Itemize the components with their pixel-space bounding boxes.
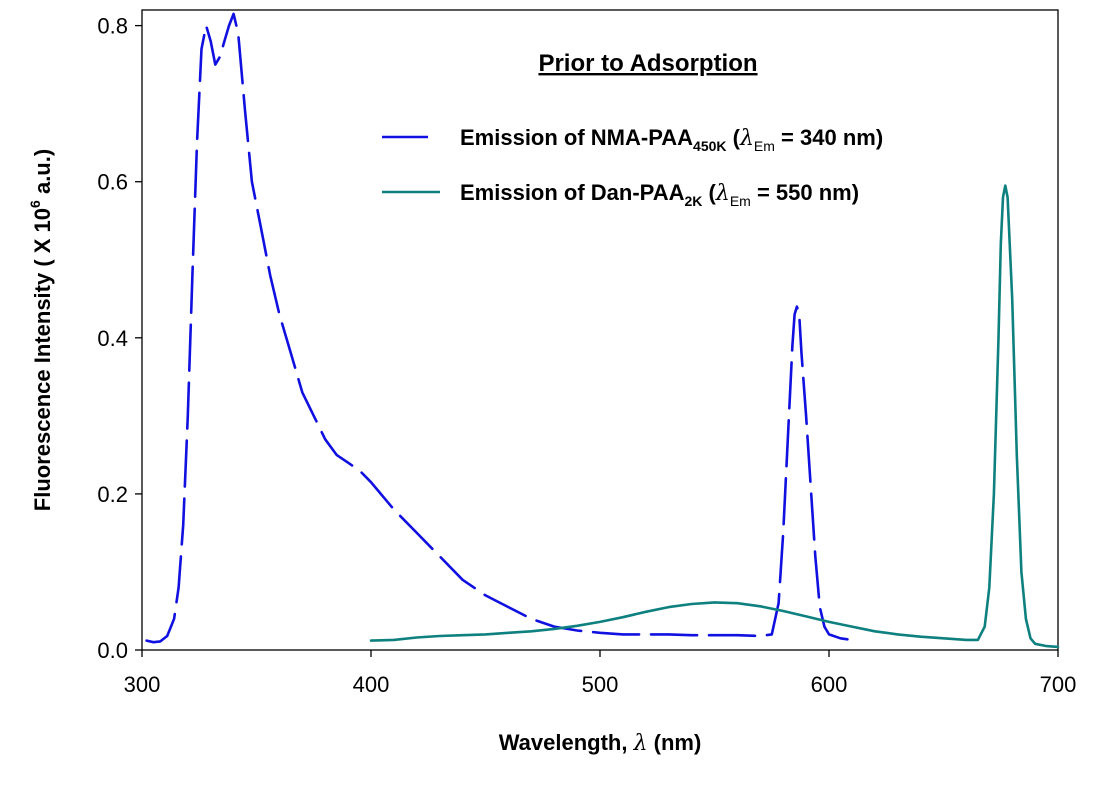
x-axis-title-lambda: λ — [633, 731, 648, 756]
y-axis-title-end: a.u.) — [30, 149, 55, 200]
plot-frame — [141, 9, 1059, 651]
legend-1-middle: ( — [727, 125, 741, 150]
y-axis-title: Fluorescence Intensity ( X 106 a.u.) — [27, 149, 55, 511]
y-tick-label: 0.2 — [97, 482, 128, 507]
y-axis: 0.0 0.2 0.4 0.6 0.8 — [97, 14, 142, 663]
legend-2-symbol: λ — [715, 181, 730, 206]
legend-label-2: Emission of Dan-PAA2K (λEm = 550 nm) — [460, 180, 859, 209]
legend-1-suffix: = 340 nm) — [775, 125, 883, 150]
legend-2-prefix: Emission of Dan-PAA — [460, 180, 685, 205]
legend-1-prefix: Emission of NMA-PAA — [460, 125, 693, 150]
y-tick-label: 0.0 — [97, 638, 128, 663]
x-tick-label: 400 — [353, 672, 390, 697]
y-tick-label: 0.6 — [97, 170, 128, 195]
legend-label-1: Emission of NMA-PAA450K (λEm = 340 nm) — [460, 125, 883, 154]
y-tick-label: 0.8 — [97, 14, 128, 39]
y-tick-label: 0.4 — [97, 326, 128, 351]
x-axis-title-prefix: Wavelength, — [499, 730, 634, 755]
series-line-2 — [369, 184, 1060, 649]
series-line-1 — [145, 12, 854, 644]
x-tick-label: 500 — [582, 672, 619, 697]
legend-1-subscript: 450K — [693, 138, 726, 154]
legend-2-subscript: 2K — [685, 193, 703, 209]
legend-1-symbol: λ — [739, 126, 754, 151]
x-tick-label: 600 — [811, 672, 848, 697]
y-axis-title-exponent: 6 — [27, 200, 43, 208]
x-axis: 300 400 500 600 700 — [124, 650, 1077, 697]
x-axis-title-suffix: (nm) — [648, 730, 702, 755]
legend-2-symbol-sub: Em — [730, 193, 751, 209]
legend: Emission of NMA-PAA450K (λEm = 340 nm)Em… — [382, 125, 883, 209]
x-axis-title: Wavelength, λ (nm) — [499, 730, 702, 756]
legend-1-symbol-sub: Em — [754, 138, 775, 154]
legend-2-suffix: = 550 nm) — [751, 180, 859, 205]
y-axis-title-base: Fluorescence Intensity ( X 10 — [30, 208, 55, 511]
series-layer — [145, 12, 1060, 649]
legend-2-middle: ( — [702, 180, 716, 205]
x-tick-label: 300 — [124, 672, 161, 697]
chart-annotation: Prior to Adsorption — [538, 50, 757, 77]
x-tick-label: 700 — [1040, 672, 1077, 697]
